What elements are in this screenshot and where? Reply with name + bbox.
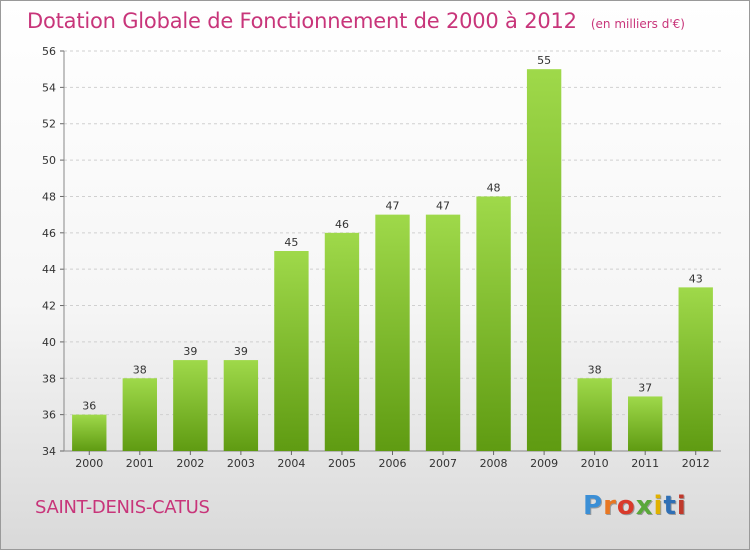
y-tick-label: 48 <box>42 190 56 203</box>
logo-letter: t <box>663 491 677 521</box>
y-tick-label: 46 <box>42 227 56 240</box>
bar <box>223 360 259 451</box>
logo-letter: P <box>583 491 604 521</box>
bar-value-label: 46 <box>335 218 349 231</box>
x-tick-label: 2004 <box>277 457 305 470</box>
x-tick-label: 2012 <box>682 457 710 470</box>
x-tick-label: 2000 <box>75 457 103 470</box>
y-tick-label: 38 <box>42 372 56 385</box>
x-tick-label: 2003 <box>227 457 255 470</box>
bar <box>628 396 663 451</box>
x-tick-label: 2007 <box>429 457 457 470</box>
bar-value-label: 39 <box>234 345 248 358</box>
title-row: Dotation Globale de Fonctionnement de 20… <box>27 9 685 33</box>
x-tick-label: 2010 <box>581 457 609 470</box>
bar-value-label: 36 <box>82 400 96 413</box>
bar <box>476 196 511 451</box>
y-tick-label: 36 <box>42 409 56 422</box>
bar-value-label: 37 <box>638 381 652 394</box>
logo-letter: i <box>676 491 687 521</box>
bar <box>375 214 410 451</box>
y-tick-label: 50 <box>42 154 56 167</box>
x-tick-label: 2008 <box>480 457 508 470</box>
bar <box>425 214 461 451</box>
logo-letter: o <box>616 491 636 521</box>
bar <box>324 232 360 451</box>
y-tick-label: 52 <box>42 118 56 131</box>
bar <box>72 414 107 451</box>
bar-value-label: 38 <box>133 363 147 376</box>
x-tick-label: 2009 <box>530 457 558 470</box>
y-tick-label: 40 <box>42 336 56 349</box>
commune-name: SAINT-DENIS-CATUS <box>35 497 210 518</box>
bar <box>173 360 208 451</box>
bar-value-label: 47 <box>436 200 450 213</box>
x-tick-label: 2001 <box>126 457 154 470</box>
bar-value-label: 43 <box>689 272 703 285</box>
bar <box>526 69 562 451</box>
y-tick-label: 56 <box>42 45 56 58</box>
y-tick-label: 54 <box>42 81 56 94</box>
bar-value-label: 38 <box>588 363 602 376</box>
x-tick-label: 2006 <box>379 457 407 470</box>
bar-value-label: 48 <box>487 181 501 194</box>
bar-value-label: 55 <box>537 54 551 67</box>
logo-letter: i <box>653 491 664 521</box>
bar <box>122 378 157 451</box>
bar-value-label: 45 <box>284 236 298 249</box>
bar-value-label: 39 <box>183 345 197 358</box>
logo-letter: x <box>635 491 654 521</box>
bar <box>274 251 309 451</box>
chart-subtitle: (en milliers d'€) <box>590 17 685 31</box>
bar <box>577 378 612 451</box>
x-tick-label: 2011 <box>631 457 659 470</box>
y-tick-label: 44 <box>42 263 56 276</box>
bar <box>678 287 713 451</box>
x-tick-label: 2002 <box>176 457 204 470</box>
x-tick-label: 2005 <box>328 457 356 470</box>
y-tick-label: 42 <box>42 300 56 313</box>
y-tick-label: 34 <box>42 445 56 458</box>
proxiti-logo: Proxiti <box>583 491 687 521</box>
chart-title: Dotation Globale de Fonctionnement de 20… <box>27 9 577 33</box>
logo-letter: r <box>603 491 617 521</box>
bar-value-label: 47 <box>386 200 400 213</box>
